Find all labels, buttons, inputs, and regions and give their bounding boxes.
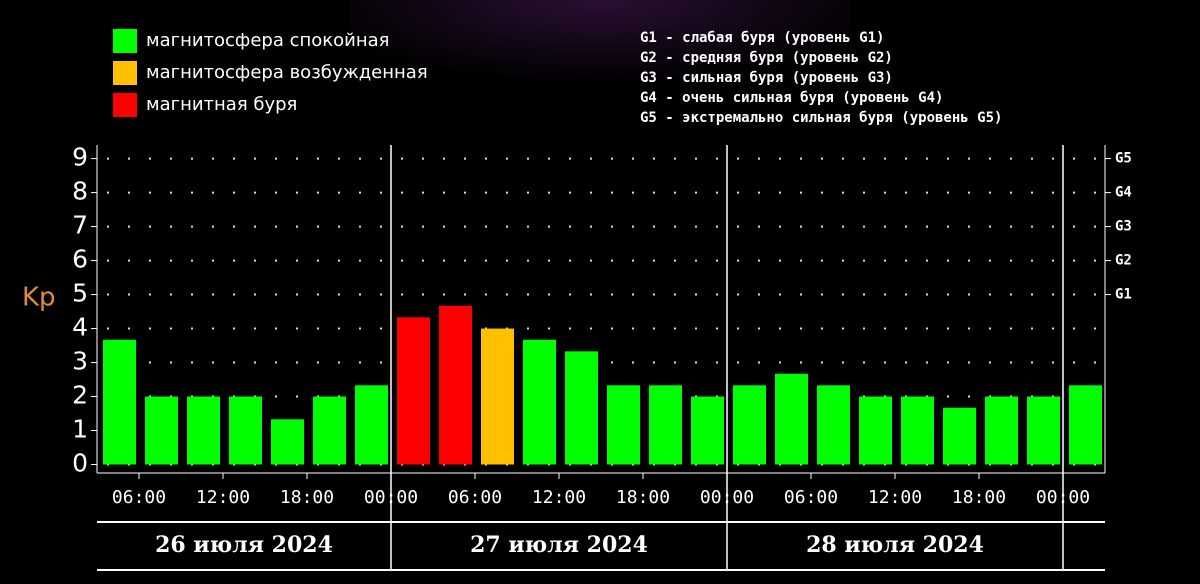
x-tick-label: 18:00 bbox=[952, 487, 1006, 508]
x-tick-label: 06:00 bbox=[448, 487, 502, 508]
legend-label: магнитная буря bbox=[146, 94, 297, 115]
x-tick-label: 12:00 bbox=[196, 487, 250, 508]
bar bbox=[187, 396, 220, 465]
x-tick-label: 18:00 bbox=[616, 487, 670, 508]
bar bbox=[691, 396, 724, 465]
bar bbox=[775, 373, 808, 465]
bar bbox=[355, 385, 388, 465]
bar bbox=[943, 407, 976, 465]
y-tick-label: 3 bbox=[72, 347, 88, 376]
bar bbox=[1027, 396, 1060, 465]
y2-tick-label: G5 bbox=[1115, 151, 1132, 167]
haze bbox=[350, 0, 850, 140]
y-tick-label: 8 bbox=[72, 177, 88, 206]
x-tick-label: 12:00 bbox=[868, 487, 922, 508]
day-label: 27 июля 2024 bbox=[470, 532, 648, 558]
y-tick-label: 2 bbox=[72, 381, 88, 410]
x-tick-label: 12:00 bbox=[532, 487, 586, 508]
g-note: G3 - сильная буря (уровень G3) bbox=[640, 70, 893, 86]
legend-swatch bbox=[113, 93, 137, 117]
y-tick-label: 4 bbox=[72, 313, 88, 342]
bar bbox=[1069, 385, 1102, 465]
bar bbox=[607, 385, 640, 465]
y-tick-label: 0 bbox=[72, 449, 88, 478]
bar bbox=[649, 385, 682, 465]
bar bbox=[145, 396, 178, 465]
day-label: 26 июля 2024 bbox=[155, 532, 333, 558]
y2-tick-label: G3 bbox=[1115, 219, 1132, 235]
day-label: 28 июля 2024 bbox=[806, 532, 984, 558]
legend-swatch bbox=[113, 29, 137, 53]
y2-tick-label: G4 bbox=[1115, 185, 1132, 201]
bar bbox=[859, 396, 892, 465]
g-note: G1 - слабая буря (уровень G1) bbox=[640, 30, 884, 46]
legend-swatch bbox=[113, 61, 137, 85]
bar bbox=[481, 328, 514, 465]
x-tick-label: 06:00 bbox=[112, 487, 166, 508]
bar bbox=[229, 396, 262, 465]
y-tick-label: 6 bbox=[72, 245, 88, 274]
y2-tick-label: G1 bbox=[1115, 287, 1132, 303]
legend-label: магнитосфера спокойная bbox=[146, 30, 389, 51]
bar bbox=[271, 419, 304, 465]
bar bbox=[901, 396, 934, 465]
g-note: G5 - экстремально сильная буря (уровень … bbox=[640, 110, 1002, 126]
x-tick-label: 06:00 bbox=[784, 487, 838, 508]
bar bbox=[103, 339, 136, 465]
y-axis-label: Kp bbox=[22, 283, 56, 313]
y-tick-label: 7 bbox=[72, 211, 88, 240]
y-tick-label: 5 bbox=[72, 279, 88, 308]
bar bbox=[733, 385, 766, 465]
bar bbox=[985, 396, 1018, 465]
bar bbox=[439, 305, 472, 465]
bar bbox=[313, 396, 346, 465]
legend-label: магнитосфера возбужденная bbox=[146, 62, 428, 83]
g-note: G2 - средняя буря (уровень G2) bbox=[640, 50, 893, 66]
y-tick-label: 1 bbox=[72, 415, 88, 444]
bar bbox=[817, 385, 850, 465]
y-tick-label: 9 bbox=[72, 143, 88, 172]
x-tick-label: 18:00 bbox=[280, 487, 334, 508]
y2-tick-label: G2 bbox=[1115, 253, 1132, 269]
g-note: G4 - очень сильная буря (уровень G4) bbox=[640, 90, 943, 106]
bar bbox=[523, 339, 556, 465]
bar bbox=[565, 351, 598, 465]
bar bbox=[397, 317, 430, 465]
